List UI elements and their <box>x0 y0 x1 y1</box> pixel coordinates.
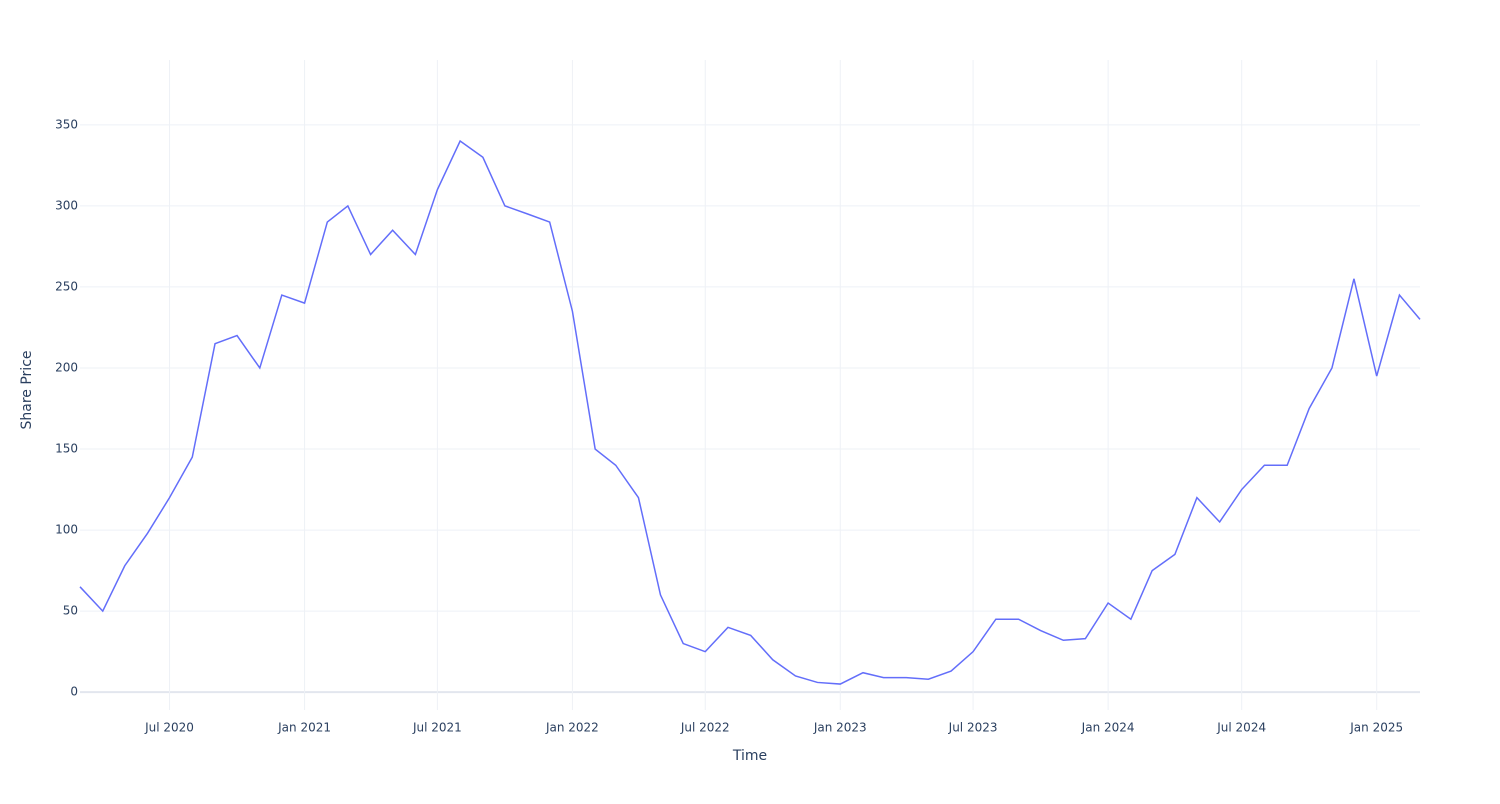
y-tick-label: 50 <box>63 604 78 618</box>
line <box>79 139 1421 685</box>
y-tick-label: 200 <box>55 360 78 374</box>
x-tick-label: Jan 2025 <box>1349 721 1403 735</box>
y-tick-label: 150 <box>55 442 78 456</box>
x-tick-label: Jul 2023 <box>948 721 998 735</box>
x-tick-label: Jul 2020 <box>144 721 194 735</box>
x-tick-label: Jan 2024 <box>1081 721 1135 735</box>
y-tick-label: 100 <box>55 523 78 537</box>
y-axis-title: Share Price <box>19 350 35 429</box>
x-tick-label: Jan 2023 <box>813 721 867 735</box>
x-tick-label: Jan 2022 <box>545 721 599 735</box>
x-tick-label: Jul 2022 <box>680 721 730 735</box>
y-tick-label: 250 <box>55 279 78 293</box>
x-tick-label: Jan 2021 <box>277 721 331 735</box>
y-tick-label: 0 <box>70 685 78 699</box>
x-tick-label: Jul 2021 <box>412 721 462 735</box>
x-tick-label: Jul 2024 <box>1216 721 1266 735</box>
y-tick-label: 300 <box>55 198 78 212</box>
y-tick-label: 350 <box>55 117 78 131</box>
x-axis-title: Time <box>732 748 767 764</box>
